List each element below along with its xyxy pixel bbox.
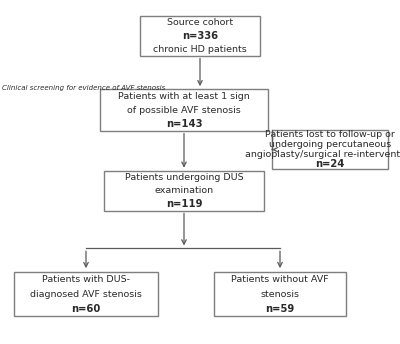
Text: chronic HD patients: chronic HD patients [153, 45, 247, 54]
Text: n=24: n=24 [315, 160, 345, 170]
FancyBboxPatch shape [272, 130, 388, 170]
Text: n=60: n=60 [71, 304, 101, 314]
Text: Patients lost to follow-up or: Patients lost to follow-up or [265, 130, 395, 139]
Text: examination: examination [154, 186, 214, 195]
Text: angioplasty/surgical re-intervention: angioplasty/surgical re-intervention [245, 150, 400, 159]
Text: of possible AVF stenosis: of possible AVF stenosis [127, 106, 241, 115]
FancyBboxPatch shape [14, 272, 158, 316]
Text: Patients with DUS-: Patients with DUS- [42, 275, 130, 284]
FancyBboxPatch shape [214, 272, 346, 316]
Text: Clinical screening for evidence of AVF stenosis: Clinical screening for evidence of AVF s… [2, 85, 165, 91]
FancyBboxPatch shape [100, 89, 268, 131]
Text: undergoing percutaneous: undergoing percutaneous [269, 140, 391, 149]
Text: n=336: n=336 [182, 31, 218, 41]
Text: diagnosed AVF stenosis: diagnosed AVF stenosis [30, 290, 142, 299]
Text: Source cohort: Source cohort [167, 19, 233, 28]
FancyBboxPatch shape [104, 171, 264, 211]
Text: n=59: n=59 [265, 304, 295, 314]
Text: stenosis: stenosis [260, 290, 300, 299]
Text: Patients with at least 1 sign: Patients with at least 1 sign [118, 92, 250, 101]
Text: n=143: n=143 [166, 119, 202, 129]
FancyBboxPatch shape [140, 16, 260, 56]
Text: Patients undergoing DUS: Patients undergoing DUS [125, 173, 243, 182]
Text: Patients without AVF: Patients without AVF [231, 275, 329, 284]
Text: n=119: n=119 [166, 199, 202, 209]
